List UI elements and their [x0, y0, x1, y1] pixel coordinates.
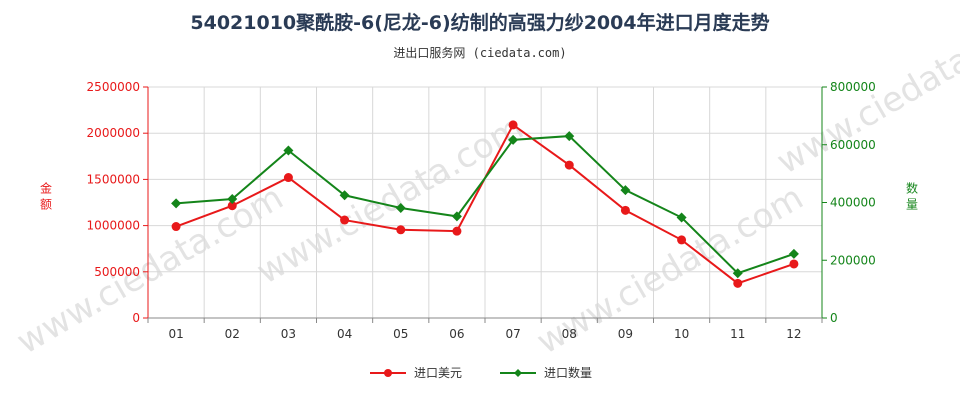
point-import-qty: [395, 202, 406, 213]
point-import-usd: [396, 225, 406, 235]
x-tick-label: 05: [393, 327, 408, 341]
y-left-tick-label: 0: [132, 311, 140, 325]
legend-item-import-qty[interactable]: 进口数量: [498, 364, 592, 381]
point-import-qty: [339, 190, 350, 201]
point-import-qty: [620, 185, 631, 196]
point-import-usd: [508, 120, 518, 130]
y-left-tick-label: 2000000: [87, 126, 140, 140]
chart-subtitle: 进出口服务网 (ciedata.com): [393, 46, 567, 60]
y-right-tick-label: 0: [830, 311, 838, 325]
point-import-qty: [227, 194, 238, 205]
x-tick-label: 12: [786, 327, 801, 341]
y-right-axis-title: 数量: [906, 181, 918, 212]
legend: 进口美元 进口数量: [0, 364, 960, 381]
x-tick-label: 10: [674, 327, 689, 341]
y-left-axis-title: 金额: [40, 181, 52, 212]
point-import-usd: [564, 160, 574, 170]
y-left-tick-label: 1500000: [87, 172, 140, 186]
x-tick-label: 04: [337, 327, 352, 341]
y-right-tick-label: 200000: [830, 253, 876, 267]
point-import-qty: [676, 212, 687, 223]
y-left-tick-label: 500000: [94, 265, 140, 279]
x-tick-label: 09: [618, 327, 633, 341]
x-tick-label: 02: [225, 327, 240, 341]
point-import-usd: [283, 173, 293, 183]
point-import-usd: [340, 215, 350, 225]
point-import-qty: [788, 248, 799, 259]
y-right-tick-label: 600000: [830, 138, 876, 152]
legend-label-import-qty: 进口数量: [544, 366, 593, 380]
point-import-usd: [171, 222, 181, 232]
point-import-qty: [508, 134, 519, 145]
point-import-usd: [227, 201, 237, 211]
y-right-tick-label: 800000: [830, 80, 876, 94]
legend-item-import-usd[interactable]: 进口美元: [368, 364, 462, 381]
x-tick-label: 03: [281, 327, 296, 341]
point-import-qty: [451, 211, 462, 222]
series-line-import-qty: [176, 135, 795, 275]
chart-title: 54021010聚酰胺-6(尼龙-6)纺制的高强力纱2004年进口月度走势: [190, 12, 770, 34]
point-import-qty: [283, 145, 294, 156]
point-import-usd: [733, 278, 743, 288]
x-tick-label: 11: [730, 327, 745, 341]
point-import-qty: [171, 198, 182, 209]
point-import-qty: [564, 131, 575, 142]
x-tick-label: 01: [168, 327, 183, 341]
y-left-tick-label: 2500000: [87, 80, 140, 94]
y-right-tick-label: 400000: [830, 196, 876, 210]
y-left-tick-label: 1000000: [87, 219, 140, 233]
legend-swatch-import-usd: [369, 368, 406, 377]
point-import-usd: [789, 259, 799, 269]
legend-swatch-import-qty: [500, 368, 536, 377]
point-import-usd: [620, 205, 630, 215]
point-import-qty: [732, 268, 743, 279]
x-tick-label: 07: [505, 327, 520, 341]
legend-label-import-usd: 进口美元: [413, 366, 462, 380]
point-import-usd: [452, 226, 462, 236]
x-tick-label: 06: [449, 327, 464, 341]
point-import-usd: [677, 235, 687, 245]
x-tick-label: 08: [562, 327, 577, 341]
